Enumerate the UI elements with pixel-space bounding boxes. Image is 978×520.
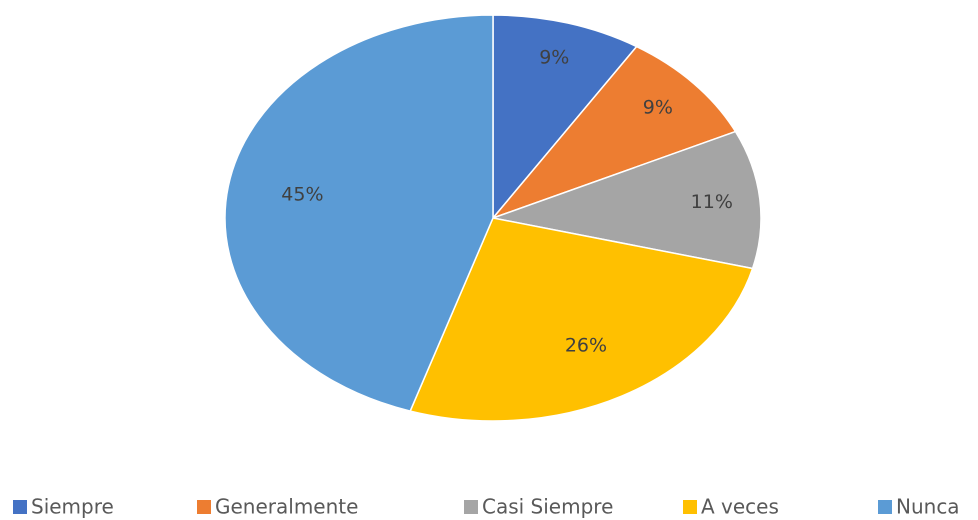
legend-swatch — [878, 500, 892, 514]
legend-swatch — [464, 500, 478, 514]
legend-swatch — [13, 500, 27, 514]
legend-swatch — [197, 500, 211, 514]
legend: Siempre Generalmente Casi Siempre A veces Nu… — [13, 495, 960, 519]
data-label: 45% — [281, 184, 323, 206]
data-label: 26% — [565, 335, 607, 357]
legend-label: A veces — [701, 495, 779, 519]
data-labels: 9% 9% 11% 26% 45% — [281, 47, 733, 357]
legend-label: Casi Siempre — [482, 495, 613, 519]
pie-slice — [224, 14, 494, 412]
pie-slice — [492, 14, 638, 221]
legend-label: Nunca — [896, 495, 960, 519]
pie-slice — [490, 130, 762, 270]
legend-label: Generalmente — [215, 495, 358, 519]
pie-slice — [409, 217, 754, 422]
legend-swatch — [683, 500, 697, 514]
data-label: 11% — [691, 191, 733, 213]
pie-slice — [490, 45, 737, 220]
data-label: 9% — [643, 96, 673, 118]
legend-label: Siempre — [31, 495, 114, 519]
pie — [224, 14, 762, 422]
data-label: 9% — [539, 47, 569, 69]
